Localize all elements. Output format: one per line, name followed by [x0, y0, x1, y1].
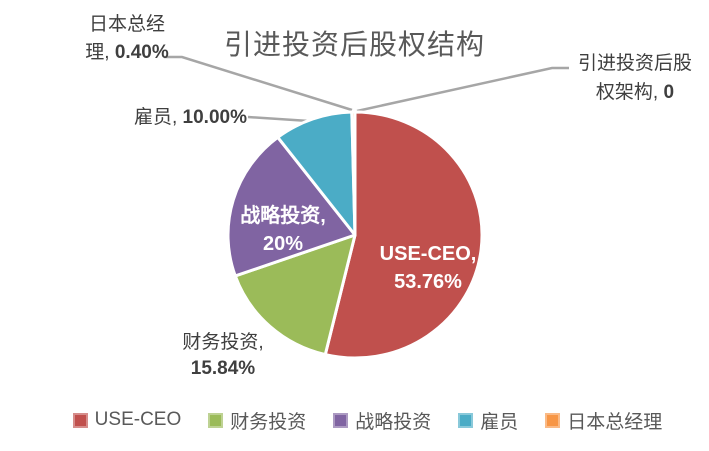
legend-item-战略投资: 战略投资: [333, 407, 431, 434]
legend-swatch-icon: [72, 412, 88, 428]
pie-slices: [226, 110, 484, 360]
legend-label: USE-CEO: [94, 409, 182, 430]
pie-slice-战略投资: [226, 135, 357, 278]
data-label-use-ceo: USE-CEO, 53.76%: [358, 240, 498, 296]
leader-line-structure-zero: [356, 66, 569, 113]
label-line: 权架构, 0: [561, 78, 709, 107]
data-label-structure-zero: 引进投资后股 权架构, 0: [561, 49, 709, 107]
legend: USE-CEO 财务投资 战略投资 雇员 日本总经理: [26, 405, 709, 435]
label-line: 15.84%: [153, 356, 293, 382]
label-value: 15.84%: [190, 358, 256, 379]
data-label-finance: 财务投资, 15.84%: [153, 330, 293, 382]
pie-slice-日本总经理: [350, 110, 357, 237]
chart-title: 引进投资后股权结构: [223, 29, 485, 60]
label-line: 日本总经: [56, 11, 198, 39]
legend-swatch-icon: [545, 412, 561, 428]
legend-item-日本总经理: 日本总经理: [545, 407, 662, 434]
label-text: 引进投资后股: [577, 53, 692, 74]
legend-label: 雇员: [480, 411, 519, 433]
label-value: 20%: [262, 233, 304, 255]
label-value: 0.40%: [114, 42, 169, 63]
label-line: 战略投资,: [240, 205, 326, 227]
label-line: 引进投资后股: [561, 49, 709, 78]
legend-swatch-icon: [333, 412, 349, 428]
label-line: USE-CEO,: [379, 243, 477, 265]
data-label-strategic: 战略投资, 20%: [213, 202, 353, 258]
label-value: 10.00%: [182, 107, 247, 128]
legend-item-财务投资: 财务投资: [208, 407, 306, 434]
leader-line-employee: [247, 115, 310, 123]
leader-line-japan-gm: [164, 55, 353, 112]
legend-item-雇员: 雇员: [458, 407, 518, 434]
legend-item-USE-CEO: USE-CEO: [72, 409, 182, 431]
legend-swatch-icon: [208, 412, 224, 428]
label-text: 日本总经: [88, 14, 165, 35]
legend-swatch-icon: [458, 412, 474, 428]
leader-lines: [164, 55, 569, 123]
legend-label: 财务投资: [230, 411, 307, 433]
label-line: 财务投资,: [153, 330, 293, 356]
legend-label: 战略投资: [355, 411, 432, 433]
data-label-japan-gm: 日本总经 理, 0.40%: [56, 11, 198, 67]
label-line: 理, 0.40%: [56, 39, 198, 67]
pie-slice-财务投资: [233, 233, 357, 357]
legend-label: 日本总经理: [567, 411, 663, 433]
label-text: 理,: [85, 42, 115, 63]
pie-slice-雇员: [276, 110, 357, 237]
label-value: 53.76%: [394, 271, 462, 293]
label-text: 权架构,: [595, 82, 664, 103]
label-value: 0: [663, 82, 675, 103]
label-text: 财务投资,: [182, 332, 264, 353]
data-label-employee: 雇员, 10.00%: [92, 104, 247, 132]
pie-slice-USE-CEO: [323, 110, 484, 360]
label-text: 雇员,: [133, 107, 183, 128]
